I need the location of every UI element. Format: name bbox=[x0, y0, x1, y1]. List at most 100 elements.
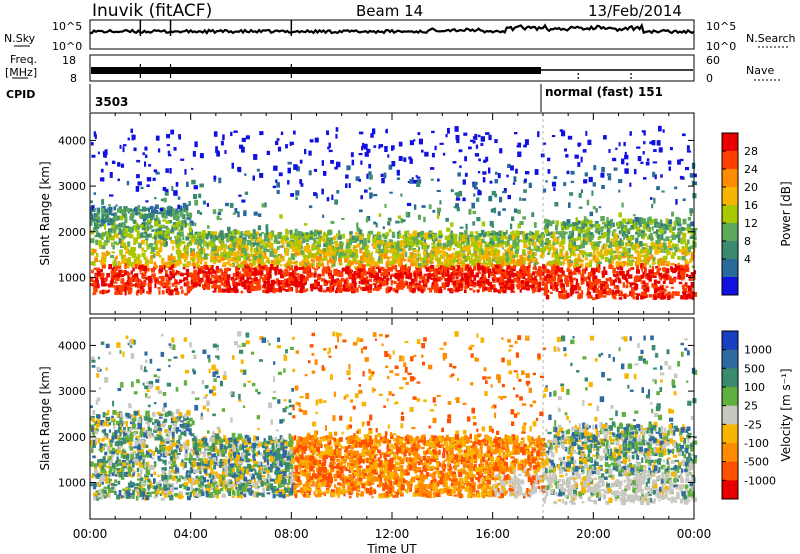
echo-cell bbox=[636, 146, 641, 149]
echo-cell bbox=[683, 247, 688, 253]
echo-cell bbox=[423, 238, 426, 245]
echo-cell bbox=[124, 286, 127, 292]
echo-cell bbox=[348, 245, 352, 249]
echo-cell bbox=[492, 255, 496, 259]
echo-cell bbox=[642, 280, 646, 285]
echo-cell bbox=[203, 240, 207, 247]
echo-cell bbox=[214, 253, 219, 256]
echo-cell bbox=[185, 236, 190, 241]
echo-cell bbox=[304, 148, 307, 155]
echo-cell bbox=[616, 235, 620, 239]
echo-cell bbox=[395, 242, 400, 249]
echo-cell bbox=[383, 279, 387, 285]
echo-cell bbox=[513, 243, 518, 248]
echo-cell bbox=[145, 276, 148, 281]
echo-cell bbox=[670, 262, 675, 266]
echo-cell bbox=[423, 250, 427, 256]
echo-cell bbox=[294, 270, 297, 277]
echo-cell bbox=[187, 286, 191, 289]
echo-cell bbox=[319, 255, 322, 262]
echo-cell bbox=[285, 228, 288, 235]
echo-cell bbox=[301, 265, 305, 270]
echo-cell bbox=[273, 262, 276, 267]
echo-cell bbox=[669, 147, 673, 151]
echo-cell bbox=[488, 167, 491, 174]
echo-cell bbox=[135, 221, 138, 227]
echo-cell bbox=[186, 244, 189, 250]
echo-cell bbox=[646, 259, 650, 265]
echo-cell bbox=[373, 221, 377, 225]
echo-cell bbox=[595, 247, 599, 251]
echo-cell bbox=[497, 249, 501, 255]
echo-cell bbox=[538, 272, 543, 277]
echo-cell bbox=[595, 241, 600, 247]
echo-cell bbox=[621, 274, 626, 279]
echo-cell bbox=[111, 226, 115, 231]
echo-cell bbox=[130, 270, 133, 275]
echo-cell bbox=[656, 223, 661, 227]
echo-cell bbox=[604, 243, 607, 248]
echo-cell bbox=[383, 239, 388, 243]
echo-cell bbox=[103, 223, 106, 227]
echo-cell bbox=[629, 182, 632, 187]
echo-cell bbox=[115, 255, 118, 260]
echo-cell bbox=[442, 256, 445, 260]
echo-cell bbox=[131, 284, 136, 287]
echo-cell bbox=[221, 256, 225, 261]
echo-cell bbox=[252, 259, 256, 266]
echo-cell bbox=[405, 273, 410, 279]
echo-cell bbox=[641, 295, 646, 299]
echo-cell bbox=[522, 276, 526, 280]
echo-cell bbox=[566, 219, 571, 224]
echo-cell bbox=[651, 241, 655, 247]
echo-cell bbox=[231, 162, 234, 169]
echo-cell bbox=[693, 270, 696, 274]
echo-cell bbox=[278, 269, 283, 275]
echo-cell bbox=[338, 249, 341, 253]
echo-cell bbox=[564, 279, 570, 285]
echo-cell bbox=[170, 253, 173, 256]
echo-cell bbox=[149, 205, 154, 210]
echo-cell bbox=[194, 199, 199, 206]
echo-cell bbox=[304, 261, 308, 267]
echo-cell bbox=[323, 248, 327, 252]
echo-cell bbox=[494, 139, 498, 144]
echo-cell bbox=[574, 291, 580, 294]
echo-cell bbox=[241, 275, 245, 281]
echo-cell bbox=[476, 197, 480, 202]
echo-cell bbox=[541, 240, 544, 246]
echo-cell bbox=[497, 289, 501, 292]
echo-cell bbox=[572, 253, 577, 257]
echo-cell bbox=[290, 193, 295, 197]
echo-cell bbox=[91, 269, 94, 274]
echo-cell bbox=[689, 258, 693, 263]
echo-cell bbox=[170, 129, 175, 135]
echo-cell bbox=[475, 252, 478, 259]
echo-cell bbox=[532, 266, 538, 270]
echo-cell bbox=[613, 167, 618, 171]
echo-cell bbox=[690, 291, 694, 294]
echo-cell bbox=[218, 177, 222, 184]
echo-cell bbox=[313, 192, 317, 196]
echo-cell bbox=[218, 208, 223, 212]
echo-cell bbox=[362, 270, 366, 274]
echo-cell bbox=[665, 275, 669, 279]
echo-cell bbox=[250, 285, 256, 292]
echo-cell bbox=[167, 286, 171, 289]
echo-cell bbox=[215, 279, 219, 283]
echo-cell bbox=[529, 238, 533, 242]
echo-cell bbox=[601, 276, 605, 279]
echo-cell bbox=[494, 269, 500, 273]
echo-cell bbox=[524, 280, 527, 284]
echo-cell bbox=[497, 260, 501, 265]
echo-cell bbox=[641, 260, 644, 263]
echo-cell bbox=[252, 267, 256, 271]
echo-cell bbox=[126, 233, 130, 237]
echo-cell bbox=[600, 216, 605, 222]
echo-cell bbox=[651, 265, 655, 272]
echo-cell bbox=[224, 268, 228, 272]
echo-cell bbox=[321, 278, 326, 282]
echo-cell bbox=[161, 257, 165, 263]
echo-cell bbox=[413, 254, 417, 259]
echo-cell bbox=[377, 234, 382, 241]
